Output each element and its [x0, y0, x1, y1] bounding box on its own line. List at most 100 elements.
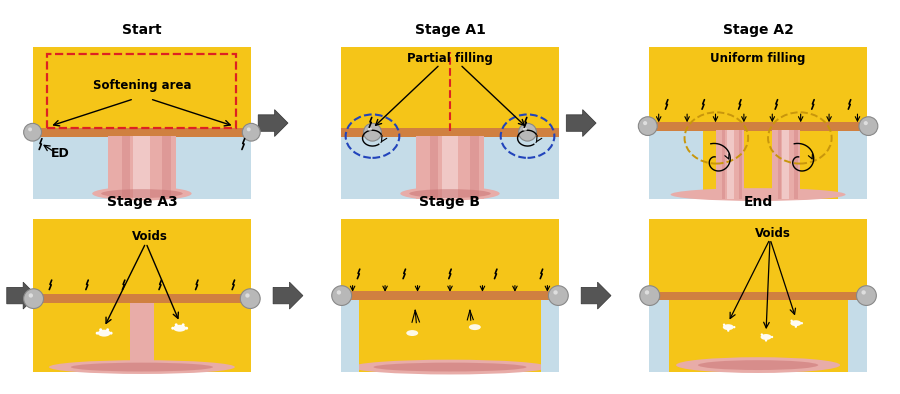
Bar — [716, 130, 744, 199]
Text: Uniform filling: Uniform filling — [710, 52, 806, 65]
Ellipse shape — [698, 360, 818, 370]
Bar — [341, 132, 559, 199]
Bar — [108, 136, 176, 199]
Text: Softening area: Softening area — [93, 78, 191, 91]
Ellipse shape — [410, 189, 490, 198]
Circle shape — [240, 289, 260, 309]
Circle shape — [644, 121, 647, 125]
Bar — [649, 126, 868, 199]
Circle shape — [723, 323, 725, 326]
Bar — [341, 219, 559, 296]
Bar — [162, 136, 171, 199]
Bar — [795, 130, 797, 199]
Circle shape — [790, 320, 793, 322]
Ellipse shape — [406, 330, 419, 336]
Bar — [32, 128, 251, 137]
Ellipse shape — [173, 325, 186, 332]
Circle shape — [23, 289, 43, 309]
Bar — [649, 46, 868, 126]
Ellipse shape — [790, 320, 801, 326]
Polygon shape — [7, 282, 37, 309]
Text: Stage B: Stage B — [419, 195, 481, 209]
Ellipse shape — [469, 324, 481, 330]
Ellipse shape — [676, 357, 840, 373]
Circle shape — [765, 339, 767, 342]
Circle shape — [242, 123, 260, 141]
Circle shape — [548, 286, 568, 305]
Bar — [704, 126, 778, 199]
Bar — [416, 136, 484, 199]
Text: Partial filling: Partial filling — [407, 52, 493, 65]
Circle shape — [29, 293, 33, 297]
Ellipse shape — [400, 187, 500, 201]
Circle shape — [644, 290, 649, 295]
Bar — [32, 46, 251, 132]
Circle shape — [760, 333, 763, 336]
Text: ED: ED — [51, 147, 70, 160]
Circle shape — [332, 286, 352, 305]
Circle shape — [554, 290, 558, 295]
Bar — [130, 303, 154, 372]
Bar — [763, 126, 838, 199]
Circle shape — [638, 117, 657, 136]
Bar — [669, 296, 848, 372]
Bar — [32, 299, 251, 372]
Bar — [341, 291, 559, 300]
Text: Stage A3: Stage A3 — [106, 195, 177, 209]
Circle shape — [733, 326, 735, 328]
Circle shape — [364, 123, 382, 141]
Ellipse shape — [101, 189, 183, 198]
Circle shape — [28, 127, 32, 131]
Bar — [341, 296, 559, 372]
Bar — [48, 54, 237, 128]
Circle shape — [171, 327, 175, 330]
Circle shape — [175, 323, 177, 326]
Bar — [778, 130, 781, 199]
Circle shape — [861, 290, 866, 295]
Bar — [341, 296, 358, 372]
Bar — [429, 136, 438, 199]
Ellipse shape — [92, 187, 192, 201]
Circle shape — [770, 336, 773, 338]
Circle shape — [337, 290, 341, 295]
Circle shape — [727, 329, 730, 332]
Bar — [772, 130, 800, 199]
Circle shape — [110, 332, 112, 335]
Circle shape — [185, 327, 188, 330]
Ellipse shape — [374, 362, 526, 372]
Bar — [649, 292, 868, 299]
Text: End: End — [743, 195, 773, 209]
Circle shape — [95, 332, 99, 335]
Circle shape — [368, 127, 372, 131]
Ellipse shape — [49, 360, 235, 374]
Circle shape — [864, 121, 868, 125]
Bar — [147, 299, 251, 372]
Text: Voids: Voids — [755, 227, 791, 240]
Text: Stage A2: Stage A2 — [723, 23, 794, 37]
Circle shape — [801, 322, 803, 324]
Ellipse shape — [352, 360, 548, 374]
Ellipse shape — [760, 334, 771, 340]
Circle shape — [523, 127, 527, 131]
Circle shape — [795, 325, 797, 328]
Ellipse shape — [71, 362, 213, 372]
Circle shape — [247, 127, 251, 131]
Bar — [32, 294, 251, 303]
Circle shape — [23, 123, 41, 141]
Bar — [341, 128, 559, 137]
Circle shape — [518, 123, 536, 141]
Ellipse shape — [670, 188, 845, 201]
Circle shape — [640, 286, 660, 305]
Bar — [739, 130, 742, 199]
Circle shape — [246, 293, 249, 297]
Ellipse shape — [723, 324, 734, 330]
Bar — [722, 130, 725, 199]
Text: Voids: Voids — [132, 230, 167, 243]
Polygon shape — [566, 110, 596, 136]
Circle shape — [859, 117, 877, 136]
Polygon shape — [273, 282, 303, 309]
Bar — [649, 219, 868, 296]
Bar — [341, 296, 559, 372]
Circle shape — [857, 286, 877, 305]
Bar — [32, 299, 137, 372]
